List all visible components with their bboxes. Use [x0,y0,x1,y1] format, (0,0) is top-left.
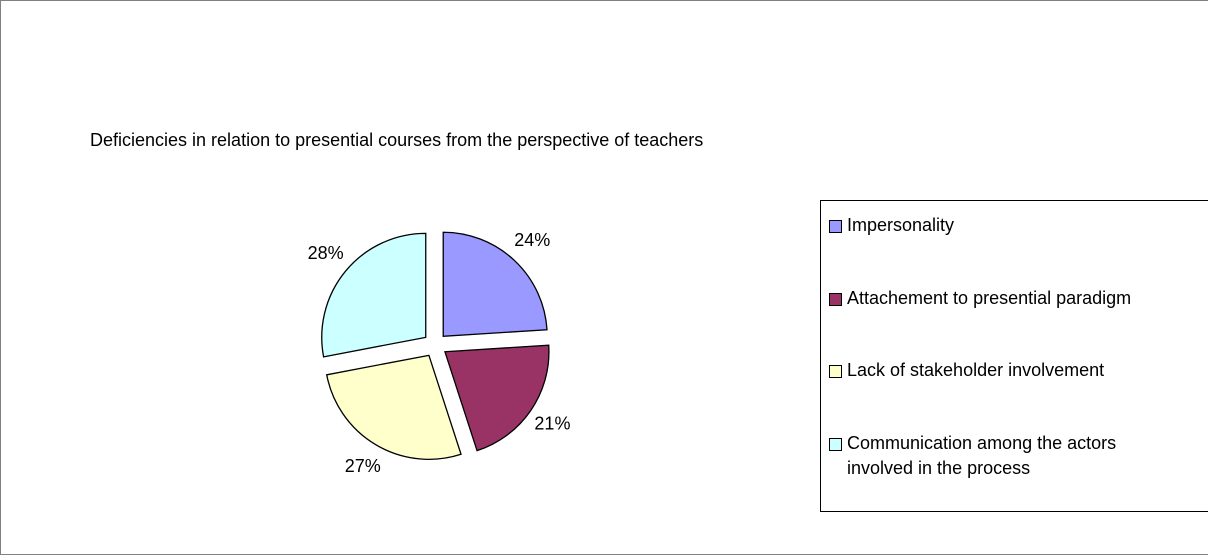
legend: Impersonality Attachement to presential p… [820,200,1208,512]
legend-label: Communication among the actors involved … [847,433,1117,478]
legend-item: Communication among the actors involved … [829,431,1187,481]
legend-label: Attachement to presential paradigm [847,288,1132,308]
data-label: 24% [514,230,550,250]
pie-slice [325,354,462,460]
chart-title: Deficiencies in relation to presential c… [90,130,703,150]
legend-label: Lack of stakeholder involvement [847,360,1105,380]
data-label: 28% [308,243,344,263]
legend-label: Impersonality [847,215,955,235]
pie-slice [444,344,550,452]
data-label: 27% [345,456,381,476]
legend-item: Attachement to presential paradigm [829,286,1187,311]
legend-item: Lack of stakeholder involvement [829,358,1187,383]
pie-slice [321,232,427,358]
legend-swatch [829,365,842,378]
data-label: 21% [534,414,570,434]
legend-swatch [829,220,842,233]
legend-swatch [829,438,842,451]
legend-item: Impersonality [829,213,1187,238]
pie-slice [442,231,548,337]
legend-swatch [829,293,842,306]
